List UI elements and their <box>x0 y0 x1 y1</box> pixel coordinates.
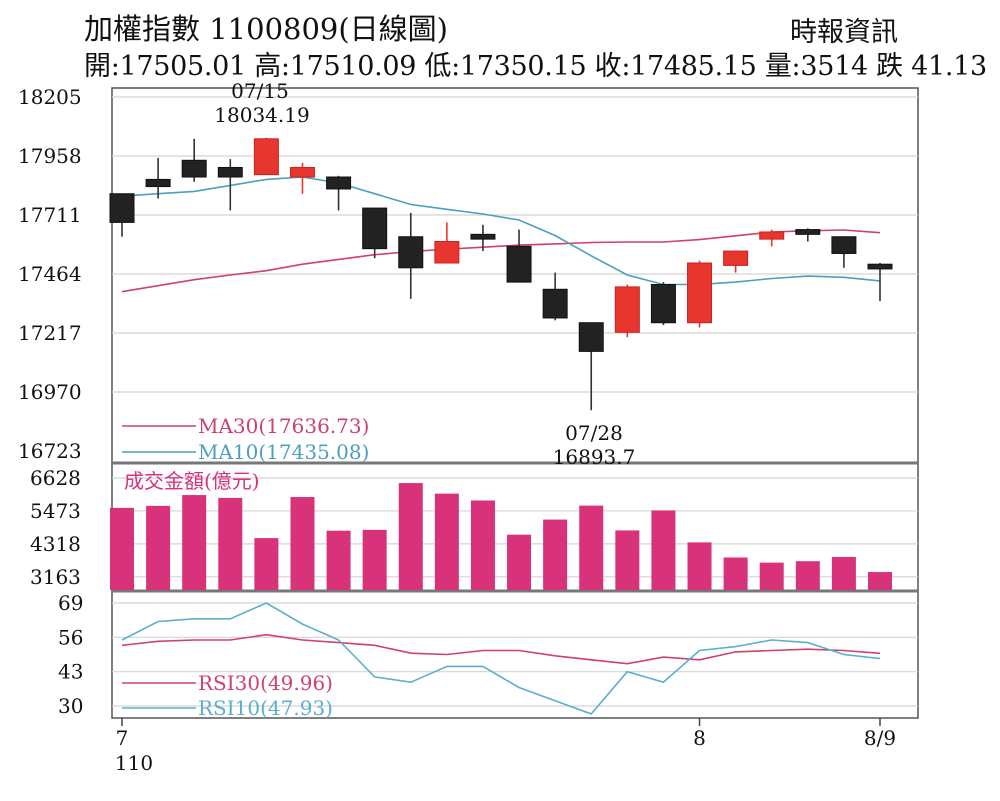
candle-body <box>506 245 532 283</box>
candle-body <box>289 166 315 178</box>
x-tick-label: 8/9 <box>864 726 896 750</box>
volume-panel-label: 成交金額(億元) <box>124 469 260 493</box>
x-tick-label: 8 <box>693 726 706 750</box>
ma10-legend-label: MA10(17435.08) <box>198 440 369 464</box>
candle-body <box>578 322 604 352</box>
candle-body <box>795 229 821 235</box>
volume-bar <box>651 510 676 590</box>
volume-bar <box>507 534 532 590</box>
volume-bar <box>434 493 459 590</box>
rsi30-line <box>121 633 881 665</box>
candle-body <box>326 176 352 190</box>
high-annotation-value: 18034.19 <box>214 103 309 127</box>
volume-bar <box>110 507 134 590</box>
volume-bar <box>759 562 784 590</box>
volume-bar <box>362 529 387 590</box>
volume-bar <box>146 505 171 590</box>
rsi-tick-label: 69 <box>58 591 83 615</box>
volume-bar <box>831 556 856 590</box>
low-annotation-value: 16893.7 <box>553 445 636 469</box>
candle-body <box>470 233 496 240</box>
volume-bar <box>687 542 712 590</box>
candle-body <box>109 193 135 223</box>
daily-stats: 開:17505.01 高:17510.09 低:17350.15 收:17485… <box>84 51 987 82</box>
rsi30-legend-label: RSI30(49.96) <box>198 671 333 695</box>
volume-bar <box>290 497 315 590</box>
candle-body <box>650 284 676 324</box>
low-annotation-date: 07/28 <box>565 421 623 445</box>
candle-body <box>253 138 279 176</box>
rsi-tick-label: 30 <box>58 694 83 718</box>
ma30-legend-label: MA30(17636.73) <box>198 414 369 438</box>
candle-body <box>398 236 424 269</box>
price-tick-label: 16970 <box>18 380 82 404</box>
source-label: 時報資訊 <box>790 17 898 48</box>
volume-bar <box>218 497 243 590</box>
candle-body <box>687 262 713 324</box>
rsi-tick-label: 56 <box>58 625 83 649</box>
volume-bar <box>795 561 820 590</box>
rsi10-legend-label: RSI10(47.93) <box>198 696 333 720</box>
candle-body <box>723 250 749 266</box>
volume-bar <box>543 519 568 590</box>
ma10-line <box>121 176 881 286</box>
price-tick-label: 16723 <box>18 439 82 463</box>
volume-tick-label: 3163 <box>30 565 81 589</box>
volume-bar <box>615 530 640 590</box>
candle-body <box>759 231 785 240</box>
plot-frame <box>111 87 919 719</box>
price-tick-label: 17711 <box>18 203 82 227</box>
candle-body <box>145 178 171 188</box>
volume-tick-label: 4318 <box>30 532 81 556</box>
chart-title: 加權指數 1100809(日線圖) <box>84 12 449 46</box>
price-tick-label: 17464 <box>18 262 82 286</box>
rsi-tick-label: 43 <box>58 660 83 684</box>
volume-tick-label: 5473 <box>30 499 81 523</box>
high-annotation-date: 07/15 <box>231 79 289 103</box>
candle-body <box>362 207 388 250</box>
candle-body <box>867 263 893 270</box>
x-tick-sublabel: 110 <box>115 751 153 775</box>
candle-body <box>434 241 460 264</box>
volume-bar <box>579 505 604 590</box>
volume-tick-label: 6628 <box>30 466 81 490</box>
volume-bar <box>470 500 495 590</box>
candle-body <box>614 286 640 333</box>
volume-bar <box>254 538 279 590</box>
volume-bar <box>182 495 207 590</box>
candle-body <box>542 288 568 319</box>
rsi10-line <box>121 602 881 715</box>
price-tick-label: 18205 <box>18 85 82 109</box>
price-tick-label: 17958 <box>18 144 82 168</box>
candle-body <box>831 236 857 254</box>
volume-bar <box>868 572 892 590</box>
x-tick-label: 7 <box>116 726 129 750</box>
volume-bar <box>326 530 351 590</box>
volume-bar <box>398 483 423 590</box>
candle-body <box>217 166 243 178</box>
volume-bar <box>723 557 748 590</box>
ma30-line <box>121 229 881 293</box>
candle-body <box>181 159 207 178</box>
price-tick-label: 17217 <box>18 321 82 345</box>
